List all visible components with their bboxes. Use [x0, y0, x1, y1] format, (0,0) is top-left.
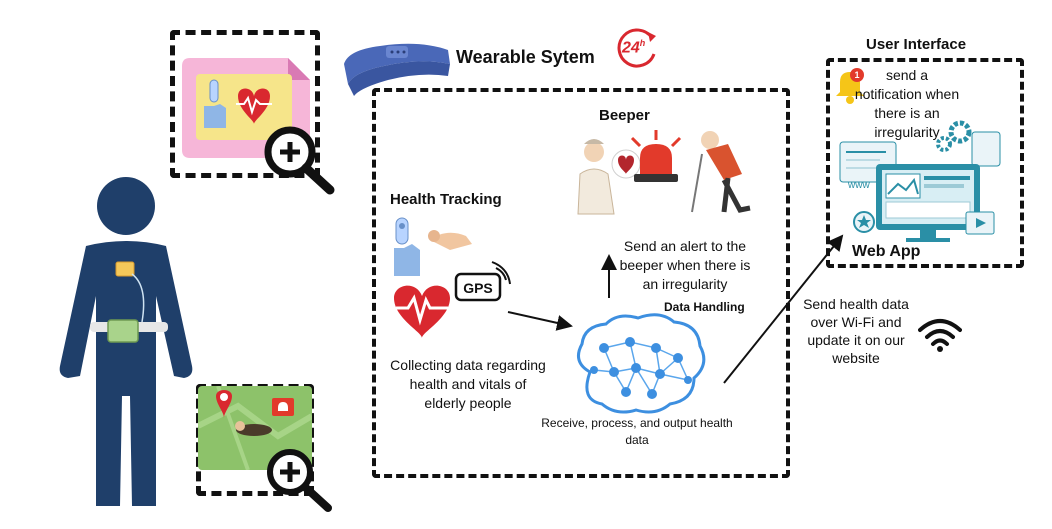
health-tracking-title: Health Tracking	[390, 191, 502, 208]
health-tracking-illustration	[390, 214, 514, 340]
brain-network-icon	[570, 312, 710, 416]
health-tracking-description: Collecting data regarding health and vit…	[390, 357, 546, 411]
magnifier-plus-icon	[260, 446, 336, 514]
24h-badge-number: 24	[622, 39, 640, 57]
gps-label: GPS	[463, 280, 493, 296]
diagram-title: Wearable Sytem	[456, 47, 595, 67]
location-map-card	[198, 386, 312, 470]
alert-description: Send an alert to the beeper when there i…	[619, 238, 751, 292]
wristband-icon	[340, 36, 454, 100]
health-monitor-zoom-box	[170, 30, 320, 178]
data-handling-description: Receive, process, and output health data	[541, 416, 733, 447]
beeper-title: Beeper	[599, 107, 650, 124]
user-interface-title: User Interface	[866, 36, 967, 53]
beeper-illustration	[574, 124, 764, 220]
web-app-illustration	[836, 120, 1002, 246]
notification-description: send a notification when there is an irr…	[854, 67, 960, 140]
human-figure	[52, 176, 202, 516]
bell-icon: 1	[832, 66, 868, 106]
wifi-description: Send health data over Wi-Fi and update i…	[803, 296, 909, 366]
user-interface-container	[826, 58, 1024, 268]
www-label: www	[848, 180, 870, 191]
gear-icon	[948, 120, 972, 144]
web-app-label: Web App	[852, 243, 921, 260]
bell-count-badge: 1	[850, 68, 864, 82]
24h-badge: 24h	[612, 24, 660, 72]
wifi-icon	[918, 318, 962, 354]
magnifier-plus-icon	[258, 126, 338, 196]
24h-badge-suffix: h	[639, 38, 646, 48]
